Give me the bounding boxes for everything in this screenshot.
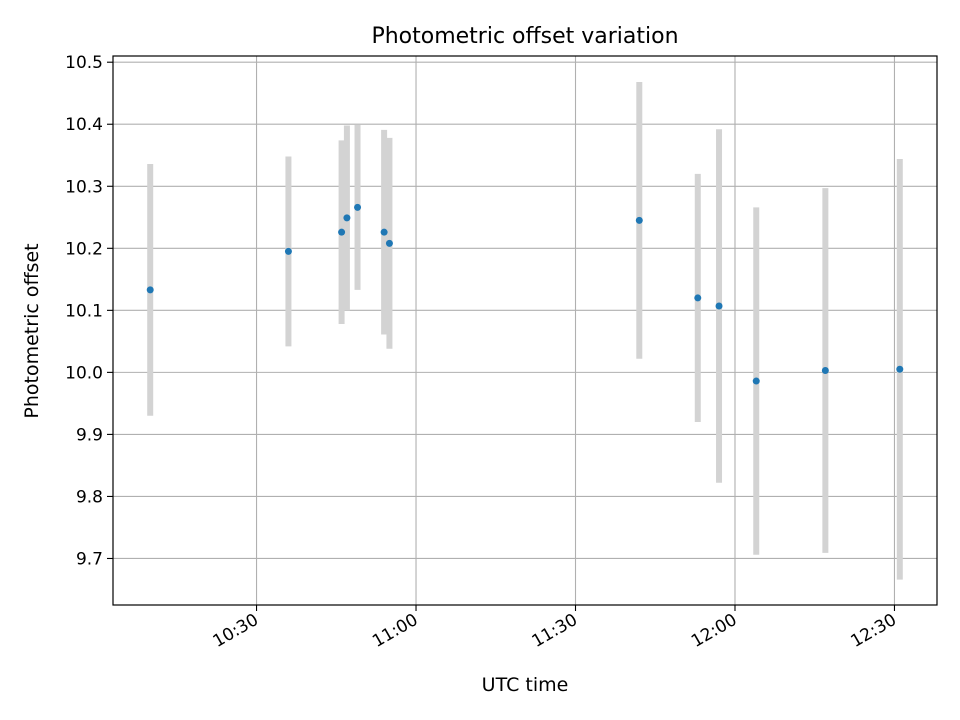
y-tick-label: 9.9: [76, 425, 103, 445]
data-point: [694, 294, 702, 302]
data-point: [715, 302, 723, 310]
data-point: [146, 286, 154, 294]
y-axis-label: Photometric offset: [21, 243, 43, 418]
data-point: [343, 214, 351, 222]
y-tick-label: 10.0: [65, 363, 103, 383]
chart-title: Photometric offset variation: [371, 24, 678, 49]
plot-frame: [112, 55, 938, 606]
x-axis-label: UTC time: [482, 674, 569, 696]
y-tick-label: 10.5: [65, 53, 103, 73]
y-tick-label: 10.1: [65, 301, 103, 321]
y-tick-label: 10.4: [65, 115, 103, 135]
data-point: [896, 365, 904, 373]
data-points: [146, 203, 904, 385]
data-point: [385, 239, 393, 247]
grid: [113, 56, 937, 605]
data-point: [635, 216, 643, 224]
data-point: [284, 247, 292, 255]
data-point: [752, 377, 760, 385]
data-point: [821, 367, 829, 375]
data-point: [338, 228, 346, 236]
y-tick-label: 9.7: [76, 549, 103, 569]
data-point: [354, 203, 362, 211]
y-tick-label: 10.3: [65, 177, 103, 197]
y-tick-label: 9.8: [76, 487, 103, 507]
data-point: [380, 228, 388, 236]
y-tick-label: 10.2: [65, 239, 103, 259]
y-axis-ticks: 9.7 9.8 9.9 10.0 10.1 10.2 10.3 10.4 10.5: [65, 53, 113, 569]
